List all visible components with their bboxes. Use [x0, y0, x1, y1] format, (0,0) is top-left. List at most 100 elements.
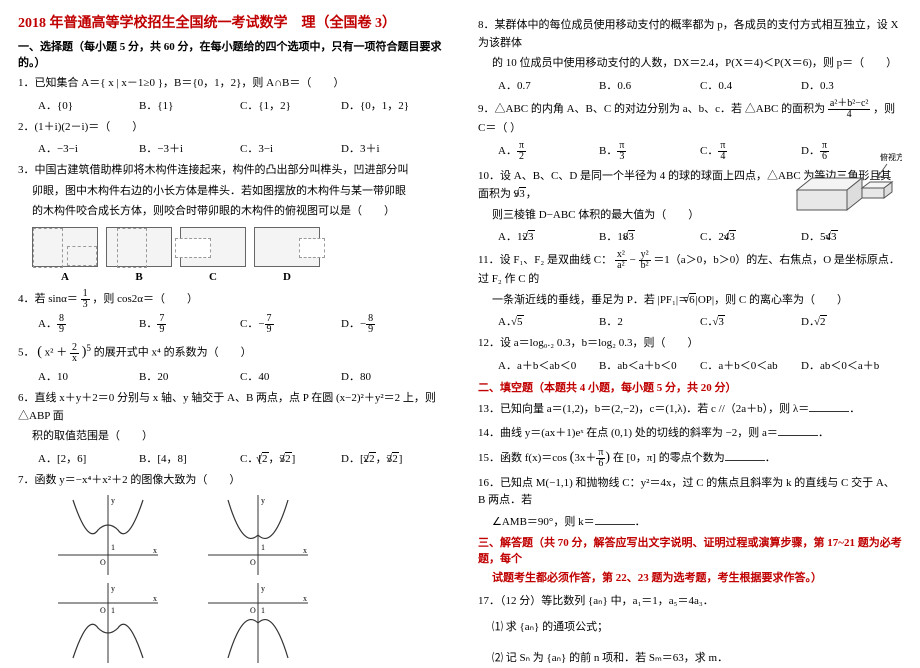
q2-opt-c: C．3−i [240, 140, 341, 156]
q4-pre: 4．若 sinα＝ [18, 293, 78, 305]
q5-mid: 的展开式中 x⁴ 的系数为（ ） [94, 347, 252, 359]
section-1-heading: 一、选择题（每小题 5 分，共 60 分，在每小题给的四个选项中，只有一项符合题… [18, 38, 442, 70]
view-direction-label: 俯视方向 [880, 152, 902, 162]
left-column: 2018 年普通高等学校招生全国统一考试数学 理（全国卷 3） 一、选择题（每小… [0, 0, 460, 651]
q4-opt-c: C．−79 [240, 314, 341, 335]
q7-graph-2: x y O1 [208, 495, 308, 575]
svg-text:1: 1 [111, 606, 115, 615]
q7-graphs: xyO1 xyO1 xyO1 xyO1 [58, 495, 442, 663]
q6-opt-d: D．[22，32] [341, 450, 442, 466]
q10-opt-c: C．243 [700, 228, 801, 244]
frac-d: 3 [81, 300, 90, 310]
q1-opt-a: A．{0} [38, 97, 139, 113]
svg-text:y: y [261, 584, 265, 593]
right-column: 8．某群体中的每位成员使用移动支付的概率都为 p，各成员的支付方式相互独立，设 … [460, 0, 920, 651]
svg-text:y: y [261, 496, 265, 505]
label-a: A [32, 271, 98, 283]
q5-pre: 5． [18, 347, 35, 359]
q2: 2．(1＋i)(2－i)＝（ ） [18, 119, 442, 137]
q10-opt-d: D．543 [801, 228, 902, 244]
exam-title: 2018 年普通高等学校招生全国统一考试数学 理（全国卷 3） [18, 12, 442, 32]
q1-options: A．{0} B．{1} C．{1，2} D．{0，1，2} [38, 97, 442, 113]
q17-sub2: ⑵ 记 Sₙ 为 {aₙ} 的前 n 项和．若 Sₘ＝63，求 m． [492, 650, 902, 668]
q3-option-labels: A B C D [32, 271, 442, 283]
q3-line1: 3．中国古建筑借助榫卯将木构件连接起来，构件的凸出部分叫榫头，凹进部分叫 [18, 162, 442, 180]
q2-opt-d: D．3＋i [341, 140, 442, 156]
q9: 9．△ABC 的内角 A、B、C 的对边分别为 a、b、c．若 △ABC 的面积… [478, 99, 902, 138]
q10-opt-a: A．123 [498, 228, 599, 244]
blank [595, 513, 635, 525]
isometric-diagram: 俯视方向 [792, 150, 902, 220]
q12-opt-c: C．a＋b＜0＜ab [700, 357, 801, 373]
blank [809, 400, 849, 412]
q3-diagram-c [180, 227, 246, 267]
q5: 5． ( x² ＋ 2x )5 的展开式中 x⁴ 的系数为（ ） [18, 341, 442, 364]
q8-line1: 8．某群体中的每位成员使用移动支付的概率都为 p，各成员的支付方式相互独立，设 … [478, 17, 902, 52]
q10-options: A．123 B．183 C．243 D．543 [498, 228, 902, 244]
q8-opt-d: D．0.3 [801, 77, 902, 93]
q7-graph-1: xyO1 [58, 495, 158, 575]
q3-option-diagrams [32, 227, 442, 267]
q12-opt-b: B．ab＜a＋b＜0 [599, 357, 700, 373]
label-b: B [106, 271, 172, 283]
q17: 17．（12 分）等比数列 {aₙ} 中，a₁＝1，a₅＝4a₃． [478, 593, 902, 611]
q6-opt-c: C．[2，32] [240, 450, 341, 466]
q4-options: A．89 B．79 C．−79 D．−89 [38, 314, 442, 335]
q6-opt-a: A．[2，6] [38, 450, 139, 466]
label-c: C [180, 271, 246, 283]
q8-options: A．0.7 B．0.6 C．0.4 D．0.3 [498, 77, 902, 93]
q11-opt-d: D．2 [801, 313, 902, 329]
q2-opt-b: B．−3＋i [139, 140, 240, 156]
q11-line2: 一条渐近线的垂线，垂足为 P．若 |PF₁|＝6|OP|，则 C 的离心率为（ … [492, 292, 902, 310]
q15: 15．函数 f(x)＝cos (3x＋π6) 在 [0，π] 的零点个数为． [478, 447, 902, 469]
svg-text:1: 1 [261, 606, 265, 615]
q11-opt-b: B．2 [599, 313, 700, 329]
svg-text:O: O [100, 606, 106, 615]
svg-text:O: O [250, 558, 256, 567]
q13: 13．已知向量 a＝(1,2)，b＝(2,−2)，c＝(1,λ)．若 c //（… [478, 400, 902, 419]
q16-line2: ∠AMB＝90°，则 k＝． [492, 513, 902, 532]
q11-opt-c: C．3 [700, 313, 801, 329]
q7-graph-4: x y O1 [208, 583, 308, 663]
q6-options: A．[2，6] B．[4，8] C．[2，32] D．[22，32] [38, 450, 442, 466]
svg-text:O: O [100, 558, 106, 567]
q5-opt-c: C．40 [240, 368, 341, 384]
q3-line2: 卯眼，图中木构件右边的小长方体是榫头．若如图摆放的木构件与某一带卯眼 [32, 183, 442, 201]
q5-options: A．10 B．20 C．40 D．80 [38, 368, 442, 384]
label-d: D [254, 271, 320, 283]
q9-opt-b: B．π3 [599, 141, 700, 162]
q9-opt-c: C．π4 [700, 141, 801, 162]
q4-opt-b: B．79 [139, 314, 240, 335]
q8-opt-a: A．0.7 [498, 77, 599, 93]
q11-line1: 11．设 F₁、F₂ 是双曲线 C： x²a² − y²b² ＝1（a＞0，b＞… [478, 250, 902, 289]
q12-opt-d: D．ab＜0＜a＋b [801, 357, 902, 373]
q8-line2: 的 10 位成员中使用移动支付的人数，DX＝2.4，P(X＝4)＜P(X＝6)，… [492, 55, 902, 73]
q5-opt-a: A．10 [38, 368, 139, 384]
q10-opt-b: B．183 [599, 228, 700, 244]
q11-opt-a: A．5 [498, 313, 599, 329]
q8-opt-c: C．0.4 [700, 77, 801, 93]
svg-text:O: O [250, 606, 256, 615]
q1-opt-c: C．{1，2} [240, 97, 341, 113]
section-2-heading: 二、填空题（本题共 4 小题，每小题 5 分，共 20 分） [478, 379, 902, 395]
q3-diagram-b [106, 227, 172, 267]
q17-sub1: ⑴ 求 {aₙ} 的通项公式； [492, 619, 902, 637]
q2-opt-a: A．−3−i [38, 140, 139, 156]
q6-opt-b: B．[4，8] [139, 450, 240, 466]
svg-text:y: y [111, 584, 115, 593]
svg-text:1: 1 [261, 543, 265, 552]
svg-text:1: 1 [111, 543, 115, 552]
q12-options: A．a＋b＜ab＜0 B．ab＜a＋b＜0 C．a＋b＜0＜ab D．ab＜0＜… [498, 357, 902, 373]
q6-line1: 6．直线 x＋y＋2＝0 分别与 x 轴、y 轴交于 A、B 两点，点 P 在圆… [18, 390, 442, 425]
q4-opt-a: A．89 [38, 314, 139, 335]
svg-text:x: x [303, 594, 307, 603]
q5-opt-b: B．20 [139, 368, 240, 384]
section-3-heading-2: 试题考生都必须作答，第 22、23 题为选考题，考生根据要求作答。） [492, 569, 902, 585]
q4-post: ，则 cos2α＝（ ） [92, 293, 198, 305]
q1-opt-b: B．{1} [139, 97, 240, 113]
q3-diagram-a [32, 227, 98, 267]
svg-text:x: x [303, 546, 307, 555]
q11-options: A．5 B．2 C．3 D．2 [498, 313, 902, 329]
svg-text:x: x [153, 594, 157, 603]
svg-text:y: y [111, 496, 115, 505]
